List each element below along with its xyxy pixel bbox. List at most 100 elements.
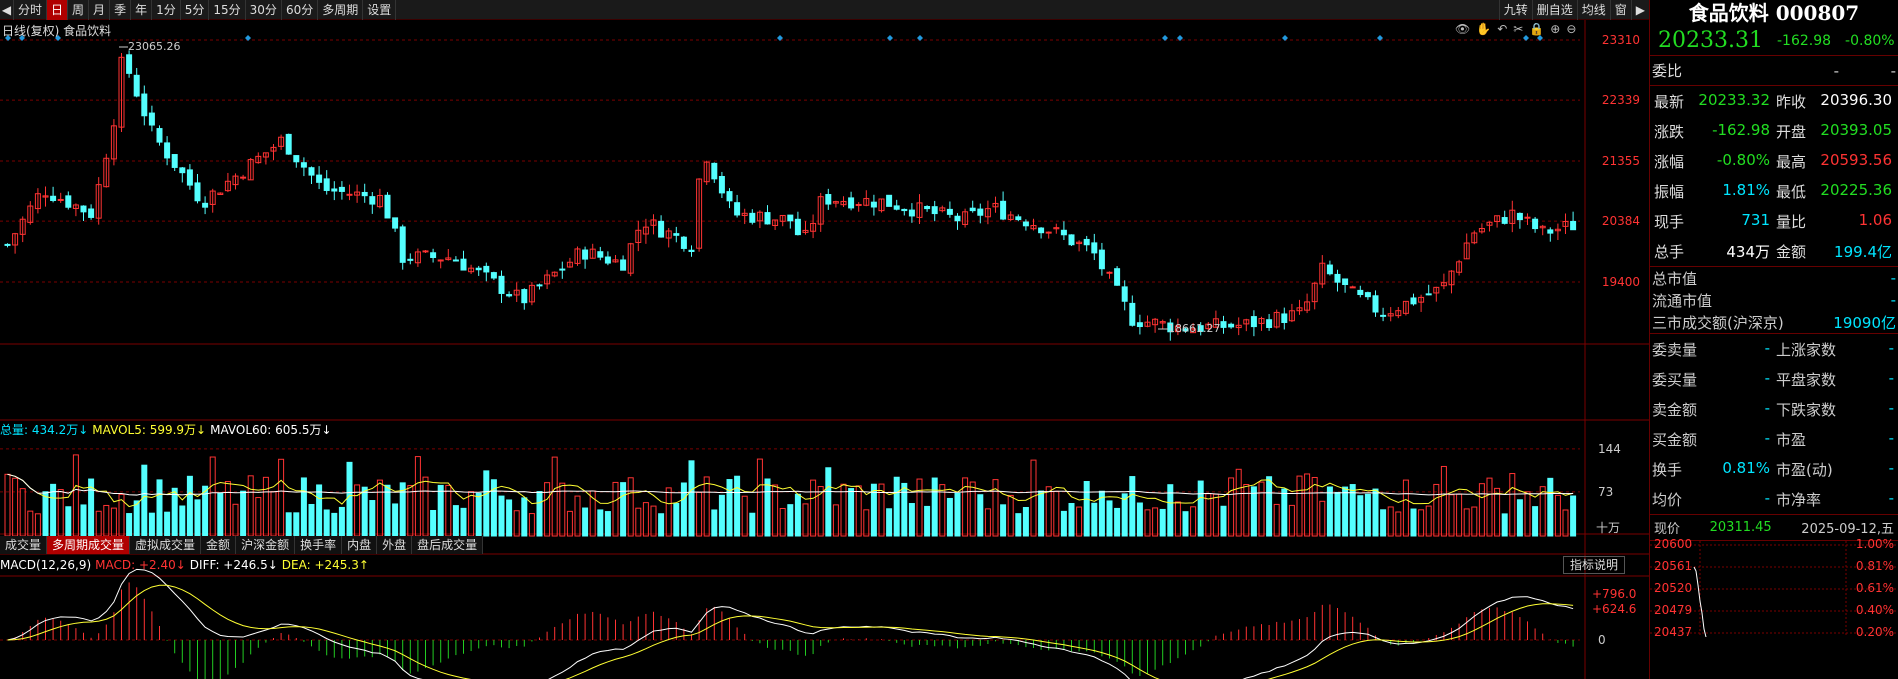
volume-tab-6[interactable]: 内盘 xyxy=(342,536,378,554)
period-tab-4[interactable]: 季 xyxy=(110,0,132,20)
volume-bar xyxy=(756,458,763,537)
candle-body xyxy=(969,207,976,212)
volume-bar xyxy=(1486,477,1493,537)
undo-icon[interactable]: ↶ xyxy=(1497,22,1508,36)
candle-body xyxy=(1060,229,1067,236)
main-chart-area[interactable]: 23310 22339 21355 20384 19400 23065.26 18661.2… xyxy=(0,20,1649,679)
stat-row: 委买量 - 平盘家数 - xyxy=(1650,364,1898,394)
volume-bar xyxy=(293,512,300,537)
period-tab-2[interactable]: 周 xyxy=(68,0,90,20)
candle-body xyxy=(604,256,611,264)
stat-value: - xyxy=(1764,368,1770,387)
zoom-in-icon[interactable]: ⊕ xyxy=(1550,22,1561,36)
lock-icon[interactable]: 🔒 xyxy=(1529,22,1545,36)
candle-body xyxy=(566,261,573,268)
candle-body xyxy=(536,284,543,287)
volume-bar xyxy=(658,513,665,537)
candle-body xyxy=(27,205,34,223)
volume-bar xyxy=(1433,483,1440,537)
volume-bar xyxy=(338,506,345,537)
indicator-help-button[interactable]: 指标说明 xyxy=(1563,556,1626,574)
candle-body xyxy=(946,208,953,215)
candle-body xyxy=(65,195,72,208)
period-tab-0[interactable]: 分时 xyxy=(14,0,48,20)
candle-body xyxy=(209,190,216,205)
volume-tab-3[interactable]: 金额 xyxy=(201,536,237,554)
stat-left: 委买量 - xyxy=(1650,369,1774,390)
volume-bar xyxy=(506,499,513,537)
quote-row: 涨幅 -0.80% 最高 20593.56 xyxy=(1650,146,1898,176)
toolbar-right-item-3[interactable]: 窗 xyxy=(1609,0,1631,20)
event-marker-icon xyxy=(19,35,25,41)
volume-tab-4[interactable]: 沪深金额 xyxy=(236,536,296,554)
period-tab-1[interactable]: 日 xyxy=(47,0,69,20)
volume-tab-5[interactable]: 换手率 xyxy=(295,536,343,554)
quote-value: 20593.56 xyxy=(1820,150,1892,169)
candle-body xyxy=(224,180,231,192)
candle-body xyxy=(460,258,467,271)
volume-tab-1[interactable]: 多周期成交量 xyxy=(47,536,131,554)
now-value: 20311.45 xyxy=(1709,520,1772,535)
volume-bar xyxy=(1197,480,1204,537)
volume-bar xyxy=(270,491,277,537)
period-tab-8[interactable]: 15分 xyxy=(209,0,246,20)
volume-bar xyxy=(316,484,323,537)
nav-left-icon[interactable]: ◀ xyxy=(0,0,14,20)
stat-label: 市盈(动) xyxy=(1776,460,1833,479)
kline-chart-svg[interactable]: 23310 22339 21355 20384 19400 23065.26 18661.2… xyxy=(0,20,1649,679)
quote-left: 涨幅 -0.80% xyxy=(1652,151,1774,172)
volume-bar xyxy=(566,510,573,537)
hand-icon[interactable]: ✋ xyxy=(1476,22,1492,36)
period-tab-6[interactable]: 1分 xyxy=(152,0,181,20)
volume-bar xyxy=(1083,481,1090,537)
candle-body xyxy=(308,167,315,176)
period-tab-11[interactable]: 多周期 xyxy=(318,0,364,20)
stat-row: 均价 - 市净率 - xyxy=(1650,484,1898,514)
volume-bar xyxy=(179,505,186,537)
stat-value: - xyxy=(1888,428,1894,447)
event-marker-icon xyxy=(1537,35,1543,41)
toolbar-right-item-4[interactable]: ▶ xyxy=(1630,0,1649,20)
zoom-out-icon[interactable]: ⊖ xyxy=(1566,22,1577,36)
volume-bar xyxy=(1022,506,1029,537)
volume-tab-7[interactable]: 外盘 xyxy=(377,536,413,554)
candle-body xyxy=(718,175,725,194)
period-tab-5[interactable]: 年 xyxy=(131,0,153,20)
candle-body xyxy=(1243,319,1250,325)
volume-bar xyxy=(1395,511,1402,537)
volume-bar xyxy=(376,479,383,537)
candle-body xyxy=(1296,307,1303,312)
volume-bar xyxy=(1068,503,1075,537)
price-axis-label: 20384 xyxy=(1602,214,1640,228)
volume-tab-8[interactable]: 盘后成交量 xyxy=(412,536,484,554)
volume-bar xyxy=(544,482,551,537)
period-tab-10[interactable]: 60分 xyxy=(282,0,319,20)
candle-body xyxy=(1022,221,1029,227)
period-tab-9[interactable]: 30分 xyxy=(246,0,282,20)
volume-tab-0[interactable]: 成交量 xyxy=(0,536,48,554)
volume-bar xyxy=(141,464,148,537)
volume-bar xyxy=(1250,486,1257,537)
volume-bar xyxy=(1000,504,1007,537)
quote-date: 2025-09-12,五 xyxy=(1801,522,1894,537)
scissors-icon[interactable]: ✂ xyxy=(1513,22,1524,36)
mini-intraday-chart[interactable]: 20600 1.00% 20561 0.81% 20520 0.61% 20479 0.40%… xyxy=(1650,537,1898,639)
period-tab-7[interactable]: 5分 xyxy=(181,0,210,20)
event-marker-icon xyxy=(245,35,251,41)
candle-body xyxy=(794,218,801,236)
candle-body xyxy=(1319,262,1326,285)
toolbar-right-item-0[interactable]: 九转 xyxy=(1498,0,1532,20)
toolbar-right-item-1[interactable]: 删自选 xyxy=(1531,0,1577,20)
period-tab-12[interactable]: 设置 xyxy=(363,0,397,20)
period-tab-3[interactable]: 月 xyxy=(89,0,111,20)
volume-bar xyxy=(240,490,247,537)
toolbar-right-item-2[interactable]: 均线 xyxy=(1576,0,1610,20)
candle-body xyxy=(1311,282,1318,303)
quote-left: 现手 731 xyxy=(1652,211,1774,232)
event-marker-icon xyxy=(55,35,61,41)
candle-body xyxy=(1463,242,1470,260)
eye-icon[interactable]: 👁 xyxy=(1455,22,1471,36)
quote-value: 199.4亿 xyxy=(1834,242,1892,261)
volume-tab-2[interactable]: 虚拟成交量 xyxy=(130,536,202,554)
candle-body xyxy=(1007,214,1014,220)
